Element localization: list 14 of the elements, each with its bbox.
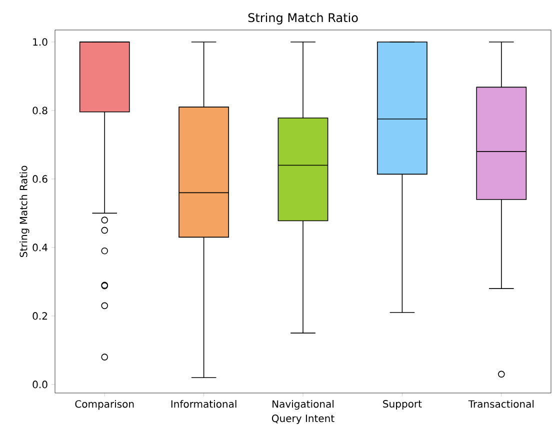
y-tick-label: 0.2: [32, 312, 47, 320]
x-tick-label: Transactional: [468, 400, 534, 408]
x-axis-title: Query Intent: [272, 414, 334, 424]
y-axis-title: String Match Ratio: [20, 166, 30, 258]
y-tick-label: 0.6: [32, 175, 48, 183]
y-tick-label: 0.4: [32, 244, 48, 252]
chart-title: String Match Ratio: [248, 12, 358, 25]
x-tick-label: Navigational: [272, 400, 334, 410]
x-tick-label: Informational: [171, 400, 236, 408]
x-tick-label: Support: [383, 400, 422, 410]
y-tick-label: 0.8: [32, 106, 48, 114]
y-tick-label: 1.0: [33, 38, 48, 46]
y-tick-label: 0.0: [32, 380, 48, 388]
x-tick-label: Comparison: [75, 400, 134, 410]
